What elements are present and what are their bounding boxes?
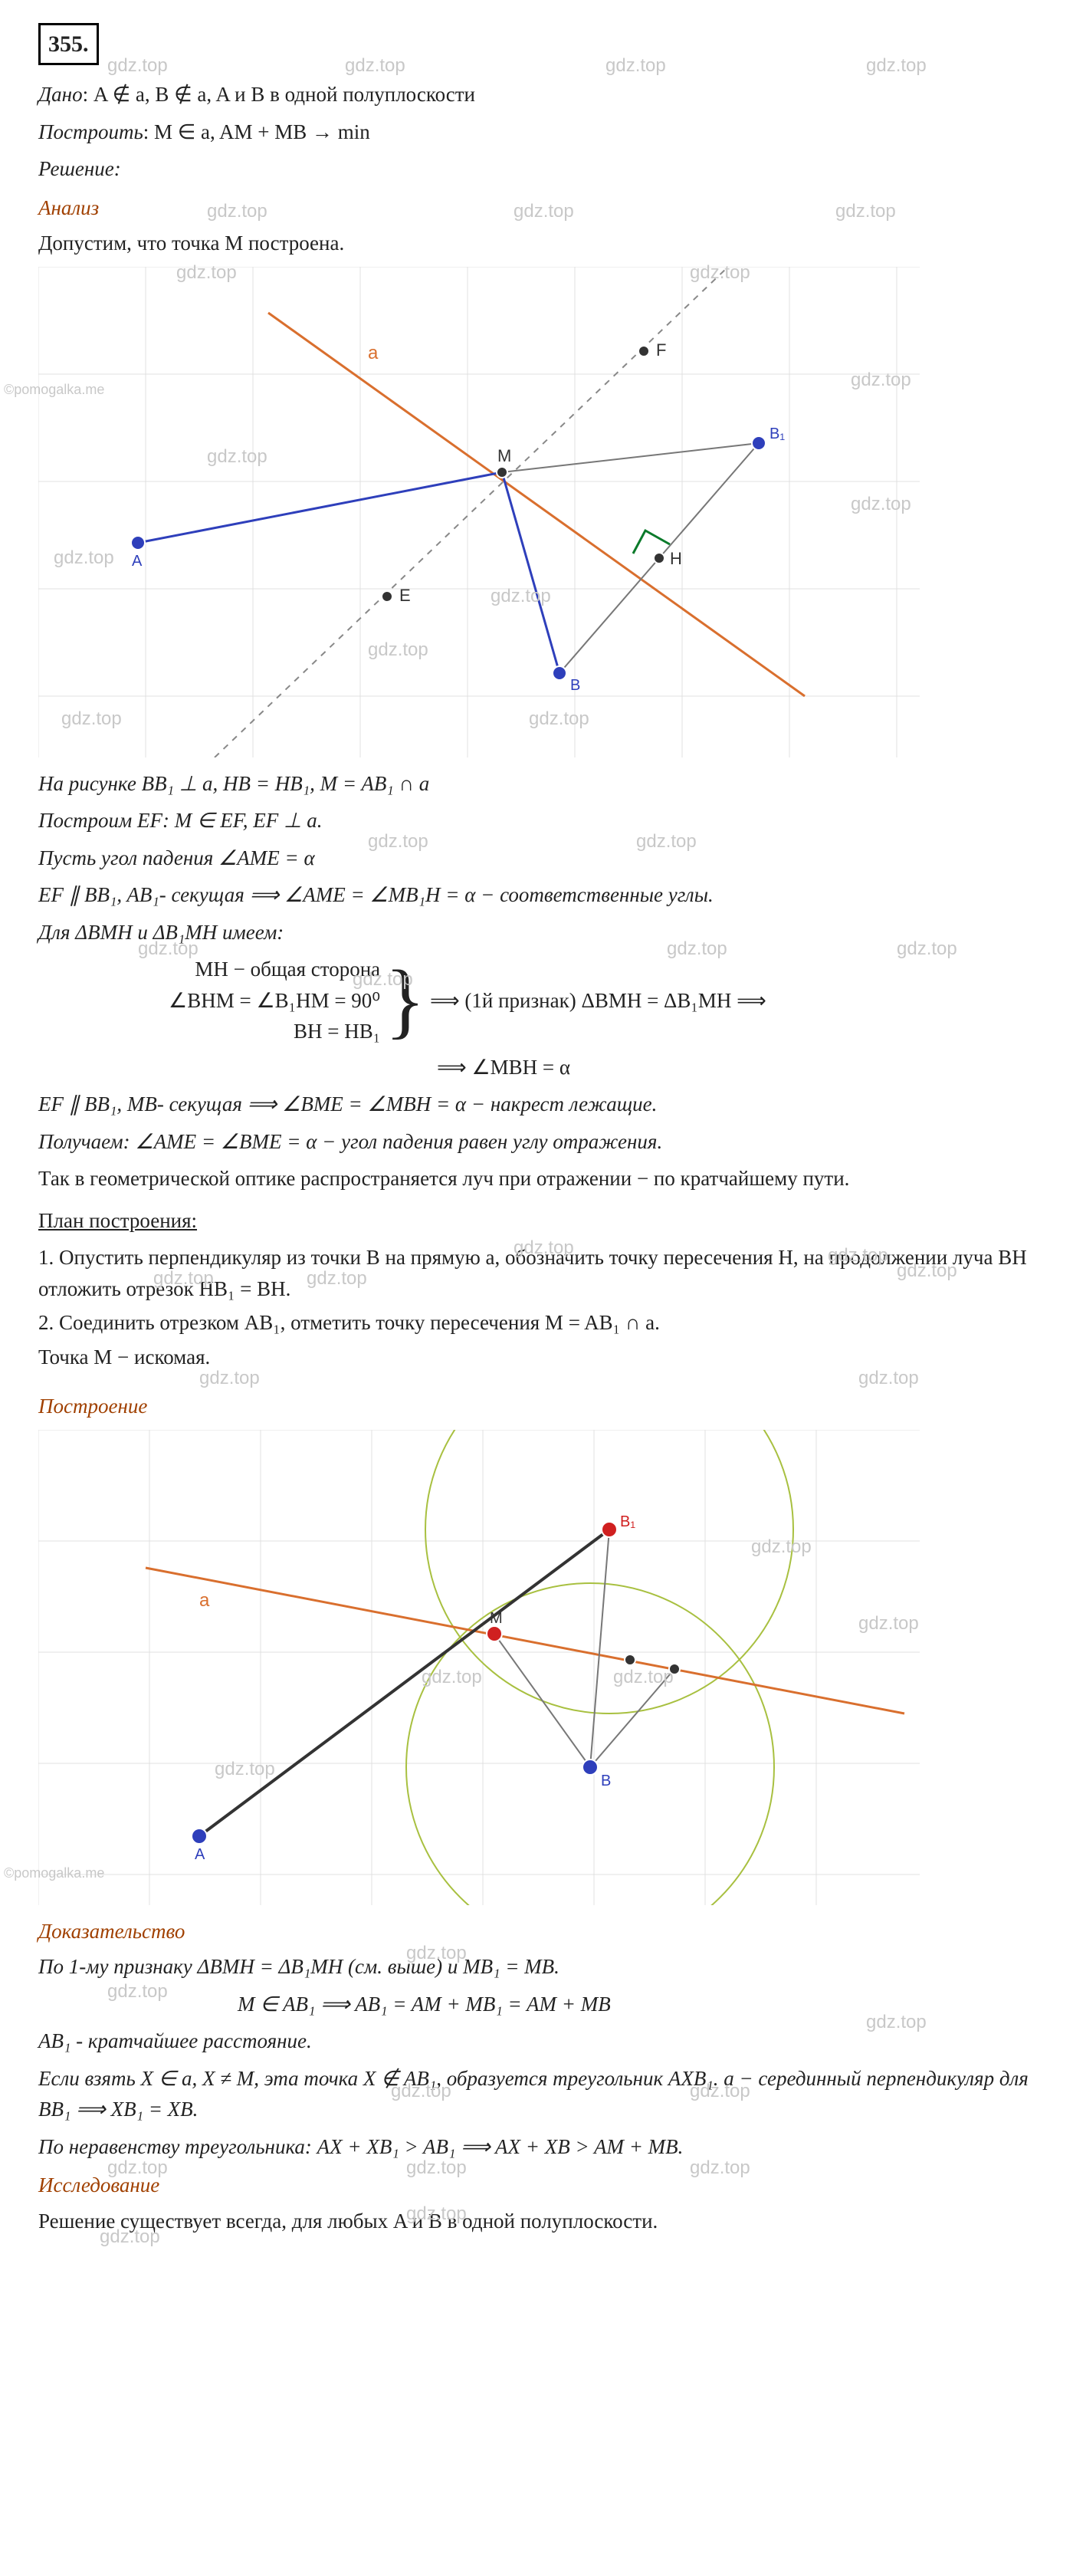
svg-text:a: a	[199, 1590, 210, 1611]
text-line: Решение существует всегда, для любых A и…	[38, 2206, 1035, 2237]
figure-2: A B B₁ Ma	[38, 1430, 920, 1905]
plan-header: План построения:	[38, 1205, 1035, 1237]
brace-symbol: }	[380, 962, 430, 1038]
analysis-header: Анализ	[38, 192, 1035, 224]
text-line: M ∈ AB₁ ⟹ AB₁ = AM + MB₁ = AM + MB	[38, 1989, 1035, 2020]
svg-text:A: A	[195, 1846, 205, 1863]
text-line: Построим EF: M ∈ EF, EF ⊥ a.	[38, 805, 1035, 836]
research-header: Исследование	[38, 2170, 1035, 2201]
svg-text:B: B	[601, 1773, 611, 1789]
brace-r2: ⟹ ∠MBH = α	[38, 1052, 1035, 1083]
analysis-assume: Допустим, что точка M построена.	[38, 228, 1035, 259]
brace-group: MH − общая сторона ∠BHM = ∠B₁HM = 90⁰ BH…	[169, 954, 1035, 1047]
text-line: На рисунке BB₁ ⊥ a, HB = HB₁, M = AB₁ ∩ …	[38, 768, 1035, 800]
text-line: По неравенству треугольника: AX + XB₁ > …	[38, 2131, 1035, 2163]
problem-number: 355.	[38, 23, 99, 65]
svg-text:B₁: B₁	[769, 426, 785, 442]
proof-header: Доказательство	[38, 1916, 1035, 1947]
svg-text:M: M	[497, 446, 511, 465]
figure-1: A B B₁ M H E Fa	[38, 267, 920, 757]
solution-label: Решение:	[38, 153, 1035, 185]
build-line: Построить: M ∈ a, AM + MB → min	[38, 117, 1035, 148]
svg-text:A: A	[132, 553, 143, 570]
svg-text:a: a	[368, 343, 379, 363]
build-text: : M ∈ a, AM + MB → min	[143, 120, 370, 143]
given-text: : A ∉ a, B ∉ a, A и B в одной полуплоско…	[83, 83, 475, 106]
svg-text:H: H	[670, 549, 682, 568]
text-line: Получаем: ∠AME = ∠BME = α − угол падения…	[38, 1126, 1035, 1158]
svg-text:M: M	[490, 1610, 503, 1627]
text-line: Пусть угол падения ∠AME = α	[38, 843, 1035, 874]
given-line: Дано: A ∉ a, B ∉ a, A и B в одной полупл…	[38, 79, 1035, 110]
construction-header: Построение	[38, 1391, 1035, 1422]
text-line: Для ΔBMH и ΔB₁MH имеем:	[38, 917, 1035, 948]
text-line: EF ∥ BB₁, AB₁- секущая ⟹ ∠AME = ∠MB₁H = …	[38, 879, 1035, 911]
svg-text:F: F	[656, 340, 666, 360]
text-line: AB₁ - кратчайшее расстояние.	[38, 2026, 1035, 2057]
brace-l1: MH − общая сторона	[169, 954, 380, 985]
svg-text:B₁: B₁	[620, 1513, 635, 1530]
text-line: Если взять X ∈ a, X ≠ M, эта точка X ∉ A…	[38, 2063, 1035, 2125]
svg-text:E: E	[399, 586, 411, 605]
given-label: Дано	[38, 83, 83, 106]
brace-r1: ⟹ (1й признак) ΔBMH = ΔB₁MH ⟹	[430, 985, 766, 1017]
text-line: Так в геометрической оптике распространя…	[38, 1163, 1035, 1194]
text-line: EF ∥ BB₁, MB- секущая ⟹ ∠BME = ∠MBH = α …	[38, 1089, 1035, 1120]
brace-l2: ∠BHM = ∠B₁HM = 90⁰	[169, 985, 380, 1017]
text-line: По 1-му признаку ΔBMH = ΔB₁MH (см. выше)…	[38, 1951, 1035, 1983]
svg-text:B: B	[570, 677, 580, 694]
plan-step: 2. Соединить отрезком AB₁, отметить точк…	[38, 1307, 1035, 1339]
plan-step: 1. Опустить перпендикуляр из точки B на …	[38, 1242, 1035, 1304]
build-label: Построить	[38, 120, 143, 143]
plan-step: Точка M − искомая.	[38, 1342, 1035, 1373]
brace-l3: BH = HB₁	[169, 1016, 380, 1047]
